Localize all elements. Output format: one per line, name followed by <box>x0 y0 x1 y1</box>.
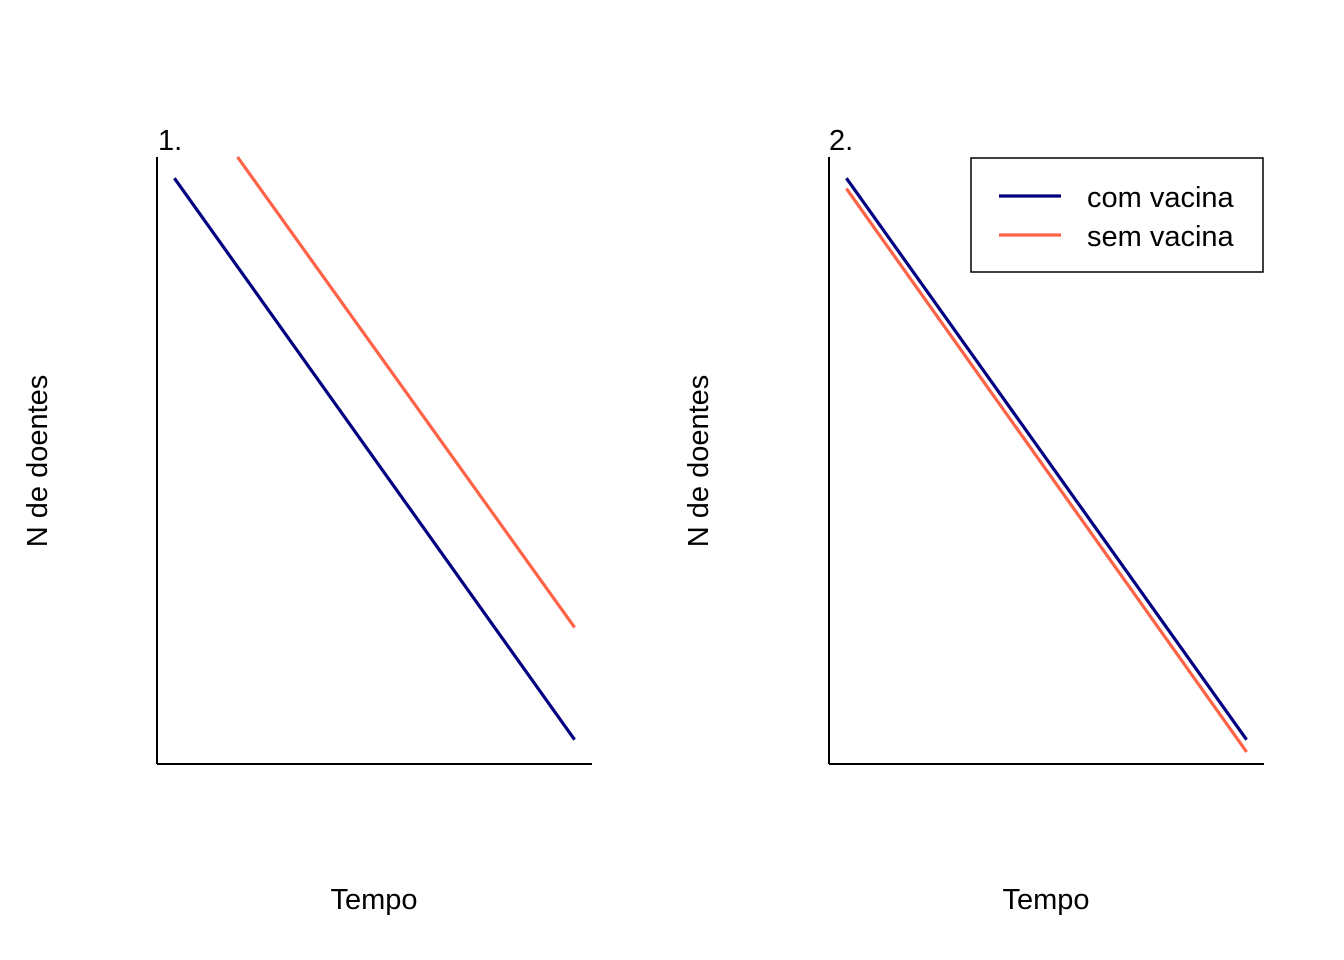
legend: com vacina sem vacina <box>970 157 1264 273</box>
plot-area-2 <box>845 177 1248 753</box>
plot-area-1 <box>173 156 576 741</box>
series-line-com-vacina-panel-1 <box>173 177 576 741</box>
legend-label-com-vacina: com vacina <box>1087 182 1235 214</box>
y-axis-label-2: N de doentes <box>683 375 715 548</box>
x-axis-label-2: Tempo <box>1002 884 1089 916</box>
panel-2: 2. Tempo N de doentes com vacina sem vac… <box>683 125 1264 916</box>
series-line-sem-vacina-panel-1 <box>236 156 576 629</box>
legend-box <box>970 157 1264 273</box>
y-axis-label-1: N de doentes <box>22 375 54 548</box>
series-line-com-vacina-panel-2 <box>845 177 1248 741</box>
x-axis-label-1: Tempo <box>330 884 417 916</box>
series-line-sem-vacina-panel-2 <box>845 187 1248 753</box>
legend-label-sem-vacina: sem vacina <box>1087 221 1235 253</box>
panel-1: 1. Tempo N de doentes <box>22 125 592 916</box>
panel-label-1: 1. <box>158 125 182 157</box>
panel-label-2: 2. <box>829 125 853 157</box>
